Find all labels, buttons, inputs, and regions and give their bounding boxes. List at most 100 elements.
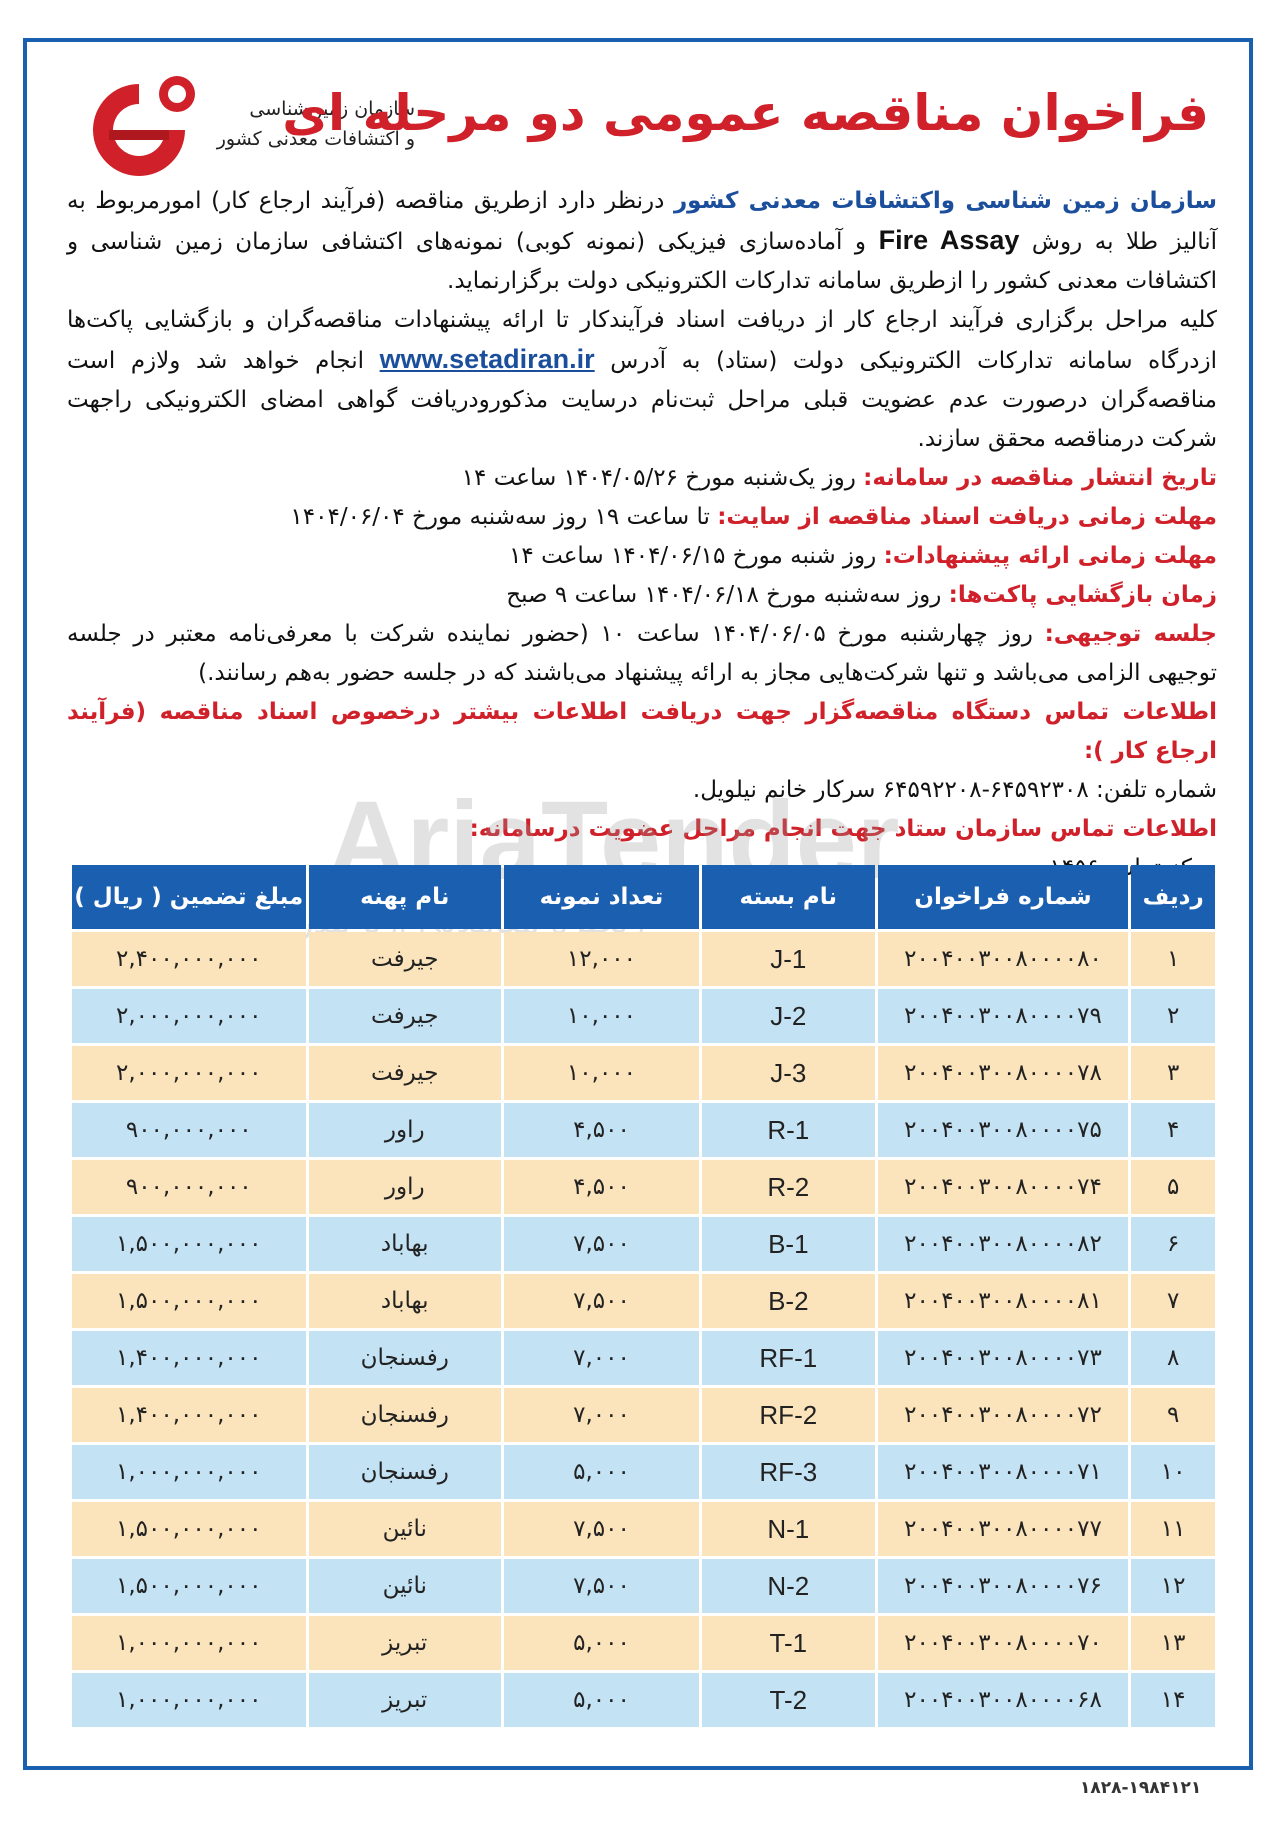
- table-cell: ۱۰: [1131, 1445, 1215, 1499]
- table-cell: ۱,۰۰۰,۰۰۰,۰۰۰: [72, 1673, 306, 1727]
- table-cell: ۱,۰۰۰,۰۰۰,۰۰۰: [72, 1445, 306, 1499]
- table-cell: ۱۳: [1131, 1616, 1215, 1670]
- table-cell: RF-1: [702, 1331, 875, 1385]
- table-row: ۱۳ ۲۰۰۴۰۰۳۰۰۸۰۰۰۰۷۰ T-1 ۵,۰۰۰ تبریز ۱,۰۰۰,۰۰۰…: [72, 1616, 1215, 1670]
- table-row: ۱۱ ۲۰۰۴۰۰۳۰۰۸۰۰۰۰۷۷ N-1 ۷,۵۰۰ نائین ۱,۵۰۰,۰۰۰…: [72, 1502, 1215, 1556]
- table-row: ۹ ۲۰۰۴۰۰۳۰۰۸۰۰۰۰۷۲ RF-2 ۷,۰۰۰ رفسنجان ۱,۴۰۰,۰…: [72, 1388, 1215, 1442]
- table-cell: ۲۰۰۴۰۰۳۰۰۸۰۰۰۰۷۵: [877, 1103, 1129, 1157]
- table-cell: ۲۰۰۴۰۰۳۰۰۸۰۰۰۰۷۹: [877, 989, 1129, 1043]
- organization-name: سازمان زمین‌شناسی و اکتشافات معدنی کشور: [195, 94, 415, 154]
- text: کلیه مراحل برگزاری فرآیند ارجاع کار از د…: [67, 307, 1217, 374]
- text: انجام خواهد شد ولازم است مناقصه‌گران درص…: [67, 348, 1217, 452]
- table-cell: B-1: [702, 1217, 875, 1271]
- org-line: و اکتشافات معدنی کشور: [216, 128, 415, 150]
- table-cell: تبریز: [308, 1616, 501, 1670]
- table-row: ۱۲ ۲۰۰۴۰۰۳۰۰۸۰۰۰۰۷۶ N-2 ۷,۵۰۰ نائین ۱,۵۰۰,۰۰۰…: [72, 1559, 1215, 1613]
- process-paragraph: کلیه مراحل برگزاری فرآیند ارجاع کار از د…: [67, 301, 1217, 459]
- table-cell: جیرفت: [308, 1046, 501, 1100]
- table-cell: ۴,۵۰۰: [503, 1160, 699, 1214]
- table-cell: ۲,۴۰۰,۰۰۰,۰۰۰: [72, 932, 306, 986]
- schedule: تاریخ انتشار مناقصه در سامانه: روز یک‌شن…: [67, 459, 1217, 693]
- table-cell: ۲۰۰۴۰۰۳۰۰۸۰۰۰۰۸۰: [877, 932, 1129, 986]
- schedule-text: روز سه‌شنبه مورخ ۱۴۰۴/۰۶/۱۸ ساعت ۹ صبح: [506, 582, 949, 608]
- contact-heading: اطلاعات تماس سازمان ستاد جهت انجام مراحل…: [469, 816, 1217, 842]
- table-cell: ۱,۵۰۰,۰۰۰,۰۰۰: [72, 1502, 306, 1556]
- table-cell: راور: [308, 1103, 501, 1157]
- org-line: سازمان زمین‌شناسی: [249, 98, 415, 120]
- table-row: ۱۴ ۲۰۰۴۰۰۳۰۰۸۰۰۰۰۶۸ T-2 ۵,۰۰۰ تبریز ۱,۰۰۰,۰۰۰…: [72, 1673, 1215, 1727]
- schedule-text: روز شنبه مورخ ۱۴۰۴/۰۶/۱۵ ساعت ۱۴: [509, 543, 884, 569]
- schedule-item: جلسه توجیهی: روز چهارشنبه مورخ ۱۴۰۴/۰۶/۰…: [67, 615, 1217, 693]
- table-cell: ۲۰۰۴۰۰۳۰۰۸۰۰۰۰۸۲: [877, 1217, 1129, 1271]
- table-row: ۳ ۲۰۰۴۰۰۳۰۰۸۰۰۰۰۷۸ J-3 ۱۰,۰۰۰ جیرفت ۲,۰۰۰,۰۰۰…: [72, 1046, 1215, 1100]
- table-cell: ۶: [1131, 1217, 1215, 1271]
- table-cell: ۷,۵۰۰: [503, 1502, 699, 1556]
- notice-body: سازمان زمین شناسی واکتشافات معدنی کشور د…: [67, 182, 1217, 888]
- table-cell: ۱۲: [1131, 1559, 1215, 1613]
- schedule-item: مهلت زمانی دریافت اسناد مناقصه از سایت: …: [67, 498, 1217, 537]
- schedule-text: روز چهارشنبه مورخ ۱۴۰۴/۰۶/۰۵ ساعت ۱۰ (حض…: [67, 621, 1217, 686]
- table-cell: N-1: [702, 1502, 875, 1556]
- column-header: مبلغ تضمین ( ریال ): [72, 865, 306, 929]
- table-cell: ۸: [1131, 1331, 1215, 1385]
- table-cell: ۲۰۰۴۰۰۳۰۰۸۰۰۰۰۷۳: [877, 1331, 1129, 1385]
- table-cell: ۱,۵۰۰,۰۰۰,۰۰۰: [72, 1274, 306, 1328]
- table-cell: ۷,۵۰۰: [503, 1274, 699, 1328]
- tender-table: ردیف شماره فراخوان نام بسته تعداد نمونه نام …: [69, 862, 1218, 1730]
- table-cell: ۷,۵۰۰: [503, 1559, 699, 1613]
- table-cell: ۵: [1131, 1160, 1215, 1214]
- contact-phone: شماره تلفن: ۶۴۵۹۲۳۰۸-۶۴۵۹۲۲۰۸ سرکار خانم…: [692, 777, 1217, 803]
- table-cell: J-2: [702, 989, 875, 1043]
- table-cell: ۷,۰۰۰: [503, 1331, 699, 1385]
- column-header: شماره فراخوان: [877, 865, 1129, 929]
- table-cell: N-2: [702, 1559, 875, 1613]
- table-cell: رفسنجان: [308, 1388, 501, 1442]
- column-header: تعداد نمونه: [503, 865, 699, 929]
- table-row: ۴ ۲۰۰۴۰۰۳۰۰۸۰۰۰۰۷۵ R-1 ۴,۵۰۰ راور ۹۰۰,۰۰۰,۰۰۰: [72, 1103, 1215, 1157]
- table-cell: J-3: [702, 1046, 875, 1100]
- table-cell: ۲,۰۰۰,۰۰۰,۰۰۰: [72, 989, 306, 1043]
- table-cell: ۱۰,۰۰۰: [503, 1046, 699, 1100]
- table-cell: ۱,۵۰۰,۰۰۰,۰۰۰: [72, 1217, 306, 1271]
- table-cell: ۴: [1131, 1103, 1215, 1157]
- schedule-text: روز یک‌شنبه مورخ ۱۴۰۴/۰۵/۲۶ ساعت ۱۴: [461, 465, 864, 491]
- table-cell: رفسنجان: [308, 1445, 501, 1499]
- table-cell: ۲,۰۰۰,۰۰۰,۰۰۰: [72, 1046, 306, 1100]
- table-cell: R-2: [702, 1160, 875, 1214]
- table-cell: نائین: [308, 1559, 501, 1613]
- table-cell: ۲۰۰۴۰۰۳۰۰۸۰۰۰۰۷۸: [877, 1046, 1129, 1100]
- intro-paragraph: سازمان زمین شناسی واکتشافات معدنی کشور د…: [67, 182, 1217, 301]
- table-cell: ۷,۵۰۰: [503, 1217, 699, 1271]
- table-cell: ۱: [1131, 932, 1215, 986]
- url-link[interactable]: www.setadiran.ir: [379, 344, 595, 374]
- table-cell: ۱,۴۰۰,۰۰۰,۰۰۰: [72, 1331, 306, 1385]
- table-row: ۲ ۲۰۰۴۰۰۳۰۰۸۰۰۰۰۷۹ J-2 ۱۰,۰۰۰ جیرفت ۲,۰۰۰,۰۰۰…: [72, 989, 1215, 1043]
- table-cell: T-1: [702, 1616, 875, 1670]
- schedule-label: تاریخ انتشار مناقصه در سامانه:: [863, 465, 1217, 491]
- notice-frame: سازمان زمین‌شناسی و اکتشافات معدنی کشور …: [23, 38, 1253, 1770]
- table-cell: ۹۰۰,۰۰۰,۰۰۰: [72, 1103, 306, 1157]
- table-cell: ۲۰۰۴۰۰۳۰۰۸۰۰۰۰۷۱: [877, 1445, 1129, 1499]
- text: درنظر دارد ازطریق مناقصه (فرآیند ارجاع ک…: [67, 188, 1217, 255]
- table-cell: نائین: [308, 1502, 501, 1556]
- schedule-text: تا ساعت ۱۹ روز سه‌شنبه مورخ ۱۴۰۴/۰۶/۰۴: [290, 504, 718, 530]
- table-cell: ۵,۰۰۰: [503, 1616, 699, 1670]
- table-cell: بهاباد: [308, 1217, 501, 1271]
- schedule-label: مهلت زمانی ارائه پیشنهادات:: [883, 543, 1217, 569]
- table-cell: ۱۲,۰۰۰: [503, 932, 699, 986]
- schedule-label: جلسه توجیهی:: [1044, 621, 1217, 647]
- table-cell: بهاباد: [308, 1274, 501, 1328]
- table-row: ۸ ۲۰۰۴۰۰۳۰۰۸۰۰۰۰۷۳ RF-1 ۷,۰۰۰ رفسنجان ۱,۴۰۰,۰…: [72, 1331, 1215, 1385]
- table-cell: ۵,۰۰۰: [503, 1673, 699, 1727]
- table-cell: ۷: [1131, 1274, 1215, 1328]
- text: و آماده‌سازی فیزیکی (نمونه کوبی) نمونه‌ه…: [67, 229, 1217, 294]
- table-cell: جیرفت: [308, 989, 501, 1043]
- logo: [93, 76, 195, 176]
- table-cell: رفسنجان: [308, 1331, 501, 1385]
- table-row: ۵ ۲۰۰۴۰۰۳۰۰۸۰۰۰۰۷۴ R-2 ۴,۵۰۰ راور ۹۰۰,۰۰۰,۰۰۰: [72, 1160, 1215, 1214]
- table-row: ۷ ۲۰۰۴۰۰۳۰۰۸۰۰۰۰۸۱ B-2 ۷,۵۰۰ بهاباد ۱,۵۰۰,۰۰۰…: [72, 1274, 1215, 1328]
- method: Fire Assay: [878, 225, 1020, 255]
- table-cell: B-2: [702, 1274, 875, 1328]
- table-cell: ۲۰۰۴۰۰۳۰۰۸۰۰۰۰۷۶: [877, 1559, 1129, 1613]
